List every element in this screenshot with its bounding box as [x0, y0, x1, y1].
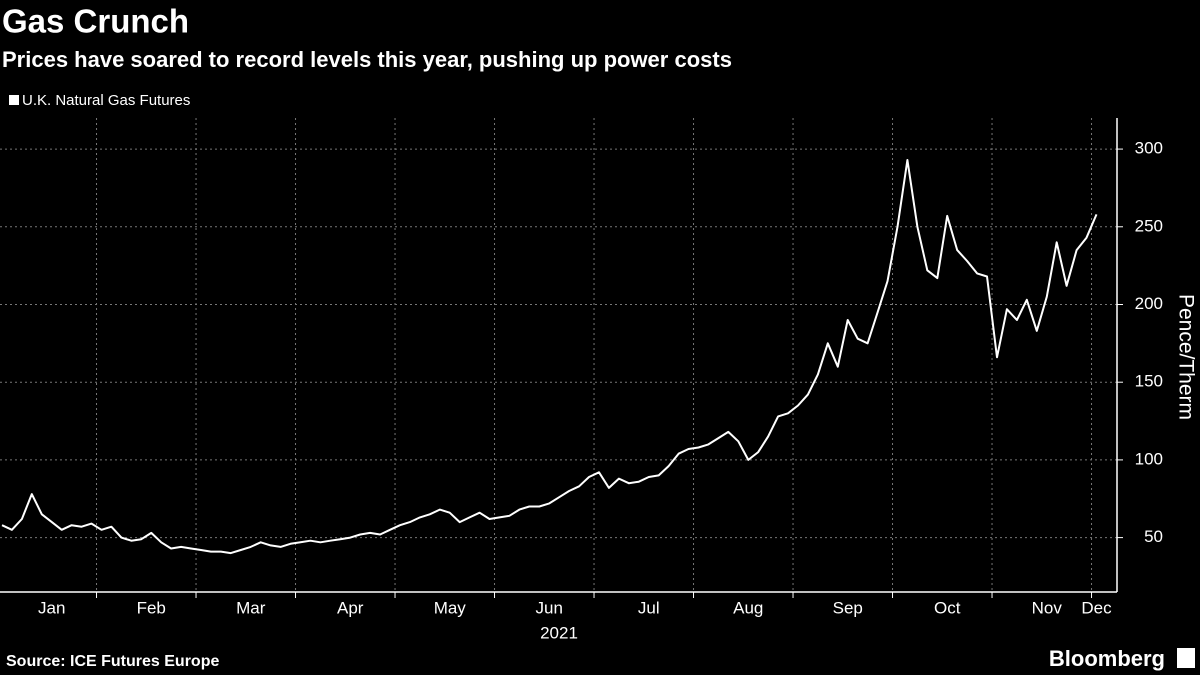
x-tick-label: Feb	[137, 598, 166, 617]
legend-label: U.K. Natural Gas Futures	[22, 92, 190, 109]
chart-subtitle: Prices have soared to record levels this…	[2, 47, 732, 72]
x-tick-label: Mar	[236, 598, 266, 617]
chart-title: Gas Crunch	[2, 3, 189, 40]
brand-icon	[1177, 648, 1195, 668]
y-tick-label: 150	[1135, 372, 1163, 391]
x-tick-label: Jan	[38, 598, 65, 617]
y-tick-label: 100	[1135, 449, 1163, 468]
x-tick-label: Jul	[638, 598, 660, 617]
x-tick-label: Aug	[733, 598, 763, 617]
x-tick-label: Jun	[536, 598, 563, 617]
y-axis-label: Pence/Therm	[1174, 294, 1197, 420]
y-tick-label: 200	[1135, 294, 1163, 313]
x-tick-label: May	[434, 598, 467, 617]
x-tick-label: Apr	[337, 598, 364, 617]
x-tick-label: Nov	[1032, 598, 1063, 617]
x-axis-label: 2021	[540, 623, 578, 642]
brand: Bloomberg	[1049, 646, 1165, 671]
source: Source: ICE Futures Europe	[6, 653, 219, 670]
x-tick-label: Oct	[934, 598, 961, 617]
y-tick-label: 300	[1135, 139, 1163, 158]
y-tick-label: 250	[1135, 216, 1163, 235]
x-tick-label: Dec	[1081, 598, 1112, 617]
line-series	[1, 159, 1098, 555]
y-tick-label: 50	[1144, 527, 1163, 546]
legend-swatch	[9, 95, 19, 105]
x-tick-label: Sep	[833, 598, 863, 617]
